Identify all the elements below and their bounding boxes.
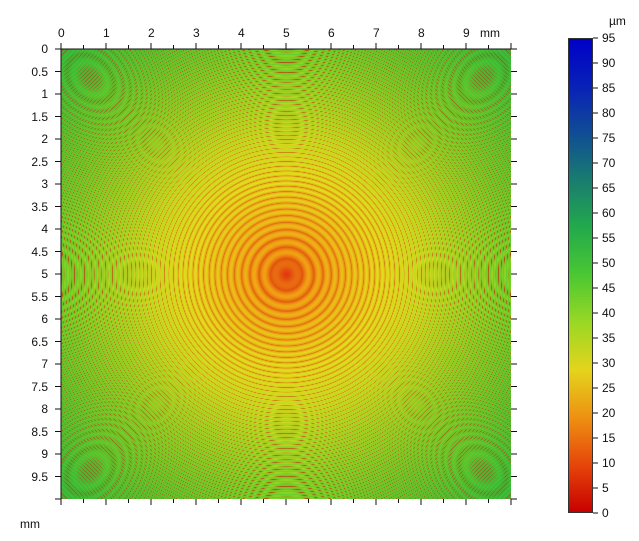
height-map-panel — [61, 49, 511, 499]
colorbar-tick-label: 5 — [602, 481, 609, 495]
y-tick-label: 7.5 — [31, 379, 48, 394]
x-tick-label: 8 — [418, 26, 425, 40]
colorbar-tick-label: 15 — [602, 431, 616, 445]
y-tick-label: 6 — [41, 312, 48, 326]
color-scale-bar — [568, 38, 593, 513]
y-tick-label: 6.5 — [31, 334, 48, 349]
colorbar-tick-label: 75 — [602, 131, 616, 145]
x-tick-label: 2 — [148, 26, 155, 40]
height-map-image — [61, 49, 511, 499]
y-tick-label: 5 — [41, 267, 48, 281]
x-axis-unit: mm — [480, 26, 500, 40]
y-tick-label: 5.5 — [31, 289, 48, 304]
x-tick-label: 6 — [328, 26, 335, 40]
y-tick-label: 8.5 — [31, 424, 48, 439]
colorbar-tick-label: 95 — [602, 31, 616, 45]
x-tick-label: 1 — [103, 26, 110, 40]
y-tick-label: 7 — [41, 357, 48, 371]
colorbar-tick-label: 30 — [602, 356, 616, 370]
y-tick-label: 3.5 — [31, 199, 48, 214]
colorbar-tick-label: 10 — [602, 456, 616, 470]
x-tick-label: 5 — [283, 26, 290, 40]
colorbar-tick-label: 35 — [602, 331, 616, 345]
colorbar-tick-label: 70 — [602, 156, 616, 170]
x-tick-label: 7 — [373, 26, 380, 40]
colorbar-unit: µm — [609, 14, 626, 28]
x-tick-label: 0 — [58, 26, 65, 40]
colorbar-tick-label: 65 — [602, 181, 616, 195]
y-tick-label: 9 — [41, 447, 48, 461]
y-tick-label: 1 — [41, 87, 48, 101]
y-tick-label: 4.5 — [31, 244, 48, 259]
colorbar-tick-label: 85 — [602, 81, 616, 95]
colorbar-tick-label: 45 — [602, 281, 616, 295]
colorbar-tick-label: 50 — [602, 256, 616, 270]
colorbar-tick-label: 60 — [602, 206, 616, 220]
y-tick-label: 8 — [41, 402, 48, 416]
y-tick-label: 0 — [41, 42, 48, 56]
colorbar-tick-label: 55 — [602, 231, 616, 245]
y-tick-label: 0.5 — [31, 64, 48, 79]
colorbar-tick-label: 20 — [602, 406, 616, 420]
colorbar-tick-label: 80 — [602, 106, 616, 120]
colorbar-tick-label: 40 — [602, 306, 616, 320]
colorbar-tick-label: 0 — [602, 506, 609, 520]
y-axis-unit: mm — [20, 517, 40, 531]
y-tick-label: 2.5 — [31, 154, 48, 169]
y-tick-label: 2 — [41, 132, 48, 146]
colorbar-tick-label: 90 — [602, 56, 616, 70]
y-tick-label: 4 — [41, 222, 48, 236]
colorbar-tick-label: 25 — [602, 381, 616, 395]
x-tick-label: 4 — [238, 26, 245, 40]
x-tick-label: 9 — [463, 26, 470, 40]
x-tick-label: 3 — [193, 26, 200, 40]
y-tick-label: 1.5 — [31, 109, 48, 124]
y-tick-label: 3 — [41, 177, 48, 191]
y-tick-label: 9.5 — [31, 469, 48, 484]
